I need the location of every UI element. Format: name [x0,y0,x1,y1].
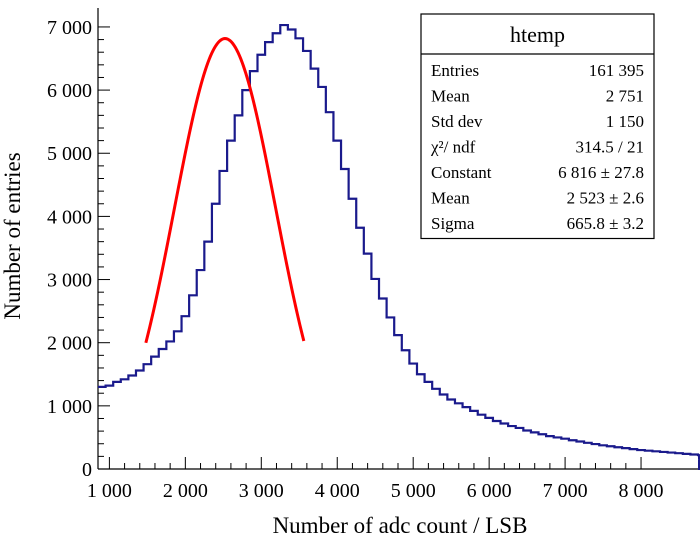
series-layer [98,23,700,471]
stats-box-frame [420,13,655,240]
stats-row-value: 6 816 ± 27.8 [558,163,644,182]
stats-row-value: 2 523 ± 2.6 [567,189,644,208]
x-axis: 1 000 2 000 3 000 4 000 5 000 6 000 7 000 8 000 [87,457,664,502]
y-axis: 0 1 000 2 000 3 000 4 000 5 000 6 000 7 000 [47,17,110,481]
stats-box: htemp Entries 161 395 Mean 2 751 Std dev 1 150… [420,13,655,240]
x-tick-label: 4 000 [315,480,360,502]
stats-row-value: 1 150 [606,112,644,131]
stats-row-value: 2 751 [606,87,644,106]
x-tick-label: 7 000 [543,480,588,502]
x-tick-label: 5 000 [391,480,436,502]
stats-row-value: 161 395 [589,61,644,80]
stats-row-value: 314.5 / 21 [576,138,644,157]
x-tick-label: 1 000 [87,480,132,502]
histogram-series [98,23,700,471]
stats-row-label: Mean [431,87,470,106]
y-tick-label: 5 000 [47,143,92,165]
stats-row-label: Entries [431,61,479,80]
y-tick-label: 0 [82,459,92,481]
stats-row-label: Sigma [431,214,475,233]
stats-box-title: htemp [510,22,565,47]
x-tick-label: 6 000 [467,480,512,502]
x-tick-label: 3 000 [239,480,284,502]
stats-row-label: χ²/ ndf [430,138,476,157]
gaussian-fit-curve [144,37,306,344]
y-tick-label: 6 000 [47,80,92,102]
stats-row-label: Constant [431,163,492,182]
x-tick-label: 2 000 [163,480,208,502]
y-tick-label: 1 000 [47,396,92,418]
stats-row-label: Std dev [431,112,483,131]
y-tick-label: 7 000 [47,17,92,39]
x-tick-label: 8 000 [619,480,664,502]
stats-row-label: Mean [431,189,470,208]
y-tick-label: 4 000 [47,206,92,228]
stats-row-value: 665.8 ± 3.2 [567,214,644,233]
y-tick-label: 2 000 [47,333,92,355]
x-axis-title: Number of adc count / LSB [273,513,528,538]
y-axis-title: Number of entries [0,152,25,319]
y-tick-label: 3 000 [47,270,92,292]
